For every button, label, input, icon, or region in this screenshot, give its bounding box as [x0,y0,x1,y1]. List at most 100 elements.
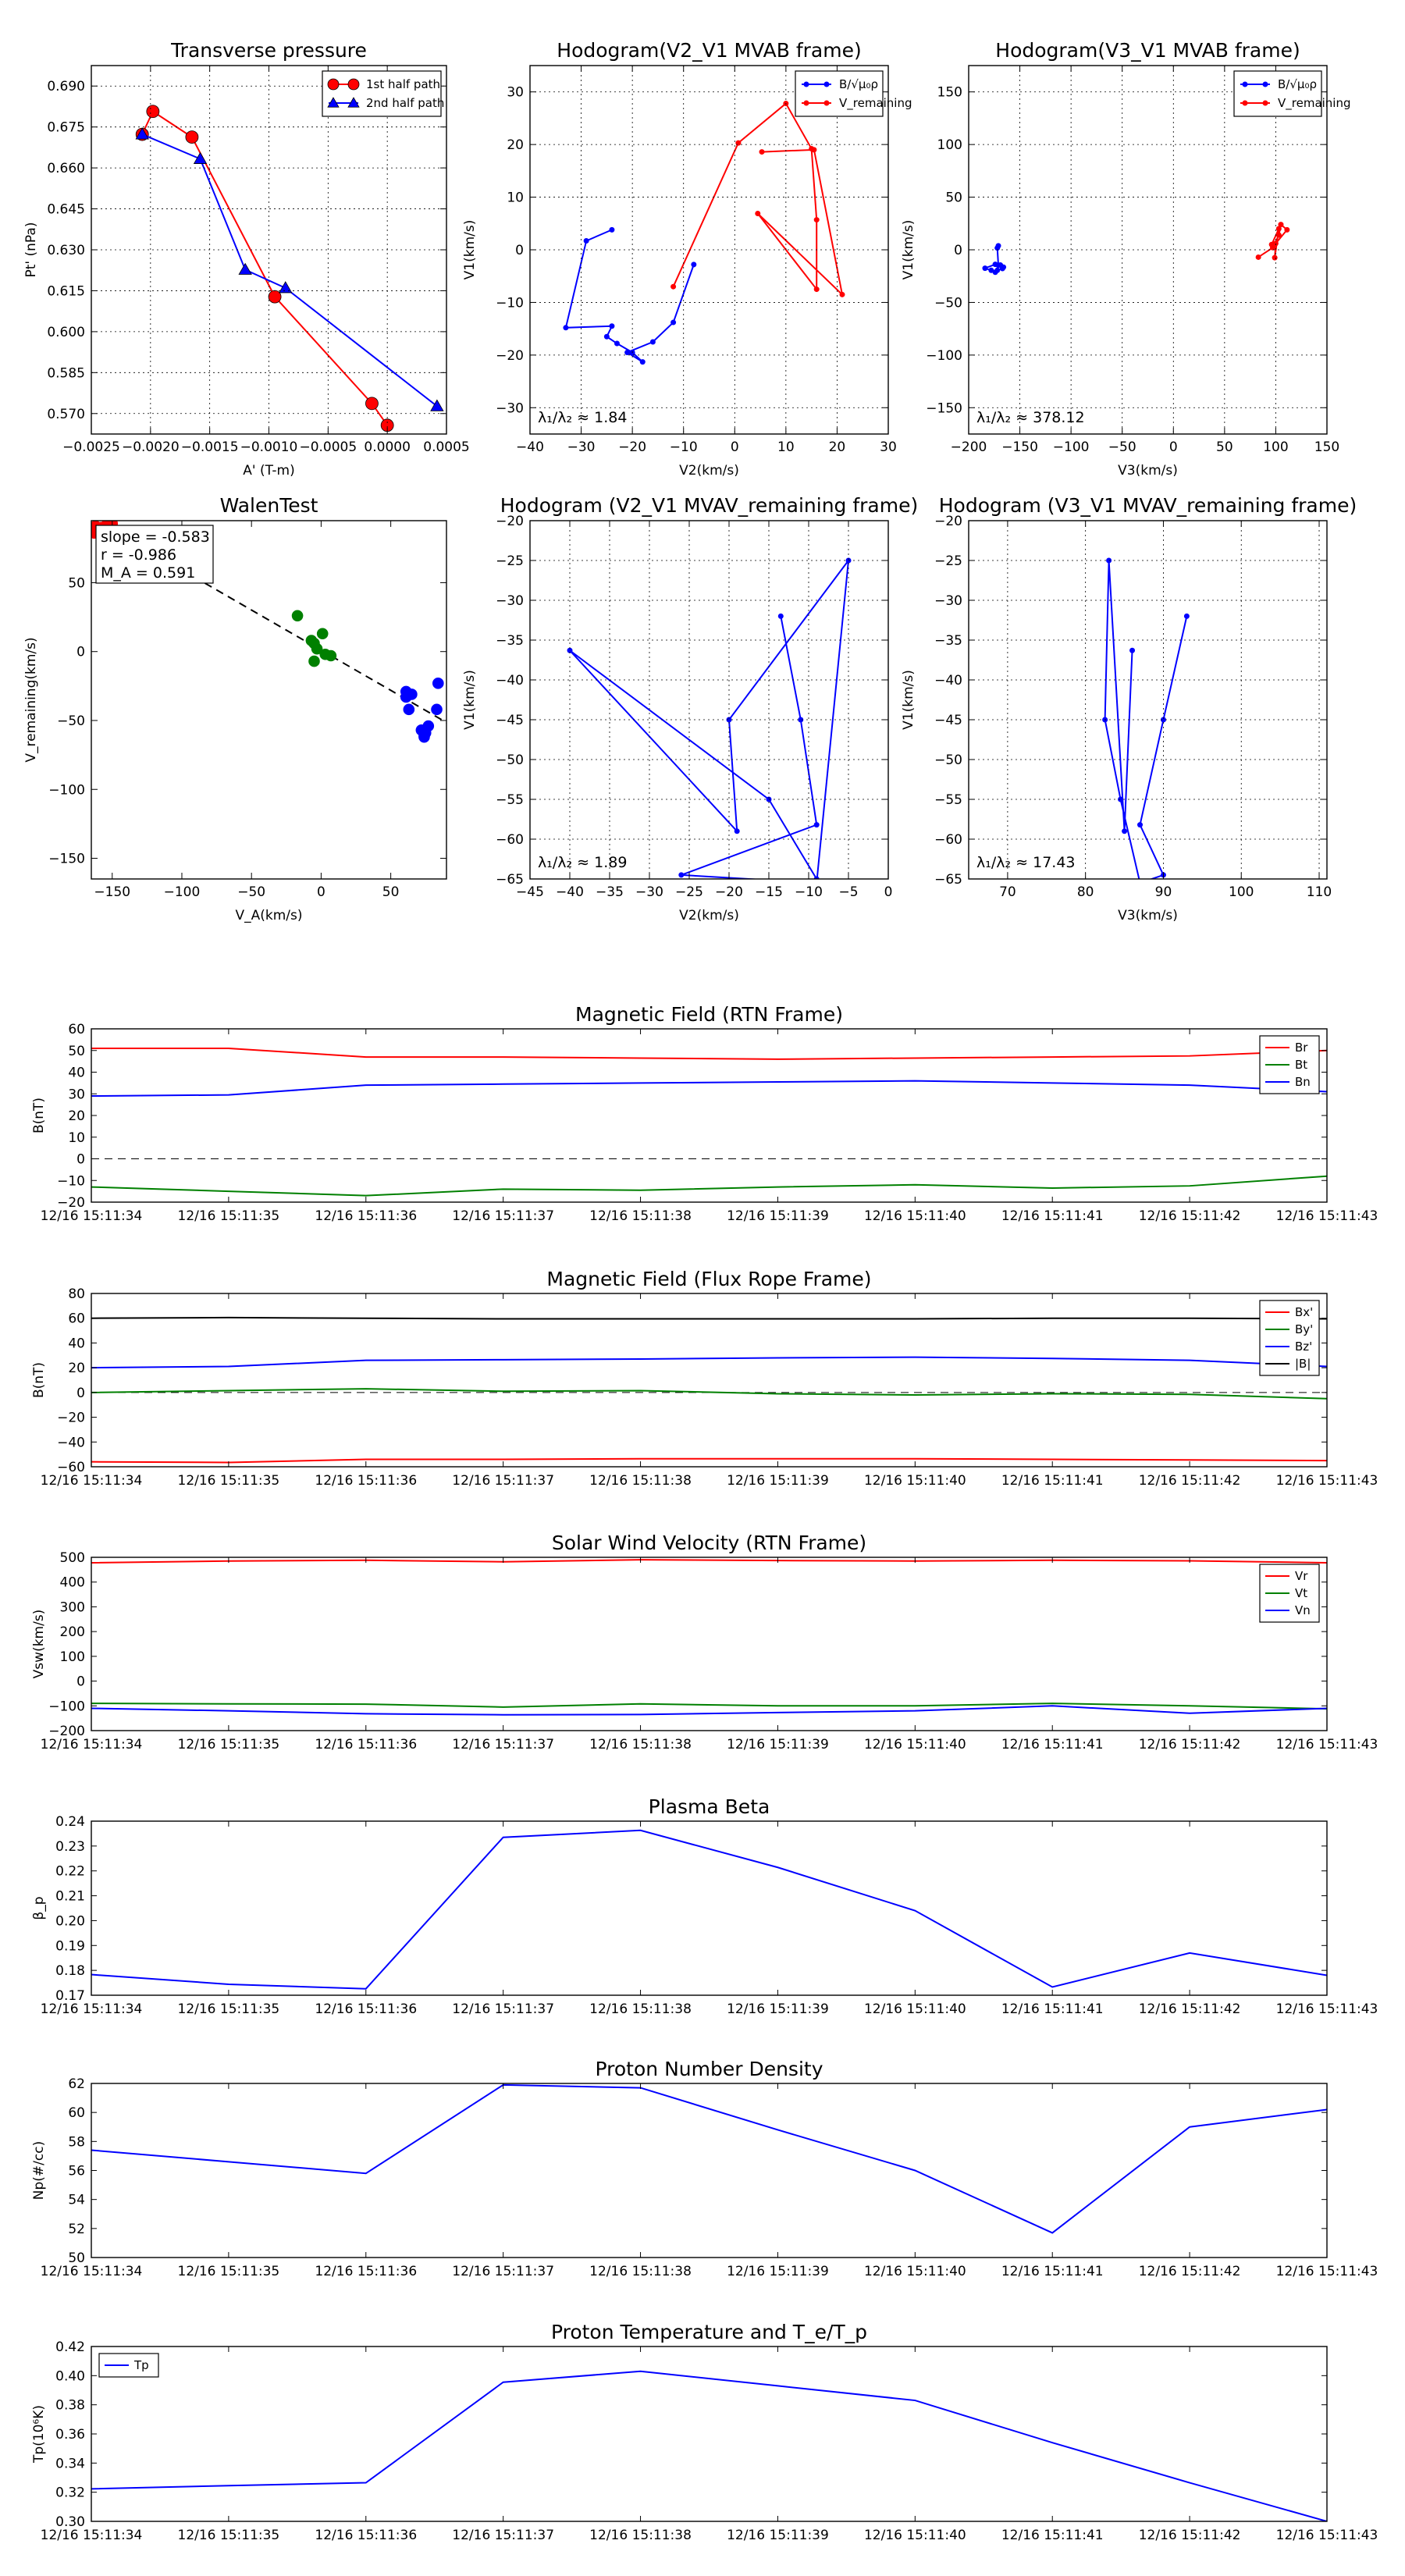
y-tick-label: −30 [496,593,524,609]
x-tick-label: 12/16 15:11:34 [41,1208,143,1224]
y-tick-label: 400 [60,1575,85,1591]
x-tick-label: −10 [795,884,823,900]
y-tick-label: 0 [954,243,962,258]
x-tick-label: −25 [675,884,703,900]
data-point [813,876,820,879]
x-tick-label: −5 [838,884,858,900]
data-point [609,226,615,233]
series-line-Vr [91,1559,1327,1564]
series-line-|B| [91,1316,1327,1320]
y-axis-label: B(nT) [31,1362,47,1398]
x-tick-label: 12/16 15:11:41 [1001,2528,1104,2543]
temp-plot-area [91,2370,1327,2521]
x-tick-label: 12/16 15:11:35 [178,2264,280,2279]
y-tick-label: 0.585 [47,365,85,381]
x-tick-label: 12/16 15:11:37 [452,1208,554,1224]
data-point [1278,222,1284,228]
axes-frame [968,65,1328,435]
density-plot-area [91,2083,1327,2234]
x-tick-label: 10 [777,439,795,455]
y-axis-label: B(nT) [31,1098,47,1133]
data-point [992,269,998,276]
x-tick-label: 12/16 15:11:36 [315,2264,417,2279]
y-tick-label: −45 [496,713,524,728]
y-tick-label: 30 [68,1087,85,1102]
x-tick-label: 100 [1229,884,1254,900]
legend-label: B/√μ₀ρ [1278,77,1317,91]
x-tick-label: 12/16 15:11:38 [589,2001,692,2017]
axes-frame [91,2346,1328,2522]
series-line-Bz' [91,1356,1327,1369]
x-tick-label: 12/16 15:11:38 [589,2528,692,2543]
y-tick-label: −20 [496,514,524,529]
legend-marker [803,100,809,106]
x-tick-label: 12/16 15:11:38 [589,1208,692,1224]
data-point [813,286,820,293]
series-line [141,133,438,407]
data-point [777,613,784,619]
legend-label: Tp [133,2358,149,2372]
y-tick-label: 60 [68,2105,85,2121]
y-tick-label: −40 [496,673,524,688]
chart-title: Proton Number Density [596,2058,823,2080]
x-tick-label: 12/16 15:11:40 [864,2264,966,2279]
data-point [735,140,742,146]
x-axis-label: V_A(km/s) [235,908,302,923]
data-point [1284,226,1290,233]
data-point [798,717,804,723]
hodo_v2v1-panel: −40 −30 −20 −10 0 10 20 30 −30 −20 −10 0 10 20 30 Hodog… [462,39,912,479]
data-point [649,339,656,345]
x-tick-label: 12/16 15:11:34 [41,2528,143,2543]
x-tick-label: −0.0005 [299,439,357,455]
density-panel: 12/16 15:11:34 12/16 15:11:35 12/16 15:11:… [31,2058,1378,2279]
y-tick-label: 10 [68,1130,85,1146]
legend-marker [327,97,340,108]
y-tick-label: −55 [496,792,524,808]
x-tick-label: 12/16 15:11:37 [452,2528,554,2543]
y-tick-label: −35 [496,633,524,649]
y-tick-label: 0.20 [55,1913,85,1929]
x-tick-label: 70 [999,884,1016,900]
x-tick-label: 12/16 15:11:42 [1139,2264,1241,2279]
y-tick-label: 0.19 [55,1938,85,1954]
data-point [1268,241,1275,247]
data-point [999,265,1005,272]
y-tick-label: 0.38 [55,2398,85,2414]
series-line-Bn [91,1080,1327,1098]
legend-marker [803,81,809,87]
x-tick-label: 12/16 15:11:40 [864,2001,966,2017]
mag_rtn-plot-area [91,1047,1327,1197]
x-tick-label: 12/16 15:11:37 [452,2001,554,2017]
ratio-annotation: λ₁/λ₂ ≈ 17.43 [976,854,1076,871]
x-tick-label: 50 [382,884,400,900]
data-point [811,147,817,153]
beta-panel: 12/16 15:11:34 12/16 15:11:35 12/16 15:11:… [31,1795,1378,2017]
series-line [1257,222,1289,258]
data-point [691,262,697,268]
data-point [839,291,845,297]
x-tick-label: 0.0000 [364,439,410,455]
legend-marker [1242,81,1248,87]
y-tick-label: 300 [60,1599,85,1615]
legend-marker [1262,100,1268,106]
chart-title: Magnetic Field (Flux Rope Frame) [546,1268,871,1290]
data-point [1183,613,1190,619]
x-tick-label: −50 [237,884,265,900]
scatter-point [316,628,329,640]
data-point [430,399,444,411]
y-tick-label: −100 [926,348,962,364]
chart-title: Plasma Beta [649,1795,770,1818]
axes-frame [91,2083,1328,2258]
x-tick-label: 12/16 15:11:36 [315,2528,417,2543]
y-axis-label: V1(km/s) [901,220,916,280]
y-tick-label: −20 [934,514,962,529]
axes-frame [91,1293,1328,1468]
x-tick-label: −0.0015 [181,439,239,455]
series-line [141,110,388,426]
x-tick-label: −30 [567,439,596,455]
data-point [1137,822,1144,828]
y-tick-label: −100 [48,1699,85,1714]
legend-label: 1st half path [366,77,440,91]
y-tick-label: −55 [934,792,962,808]
data-point [988,267,994,273]
